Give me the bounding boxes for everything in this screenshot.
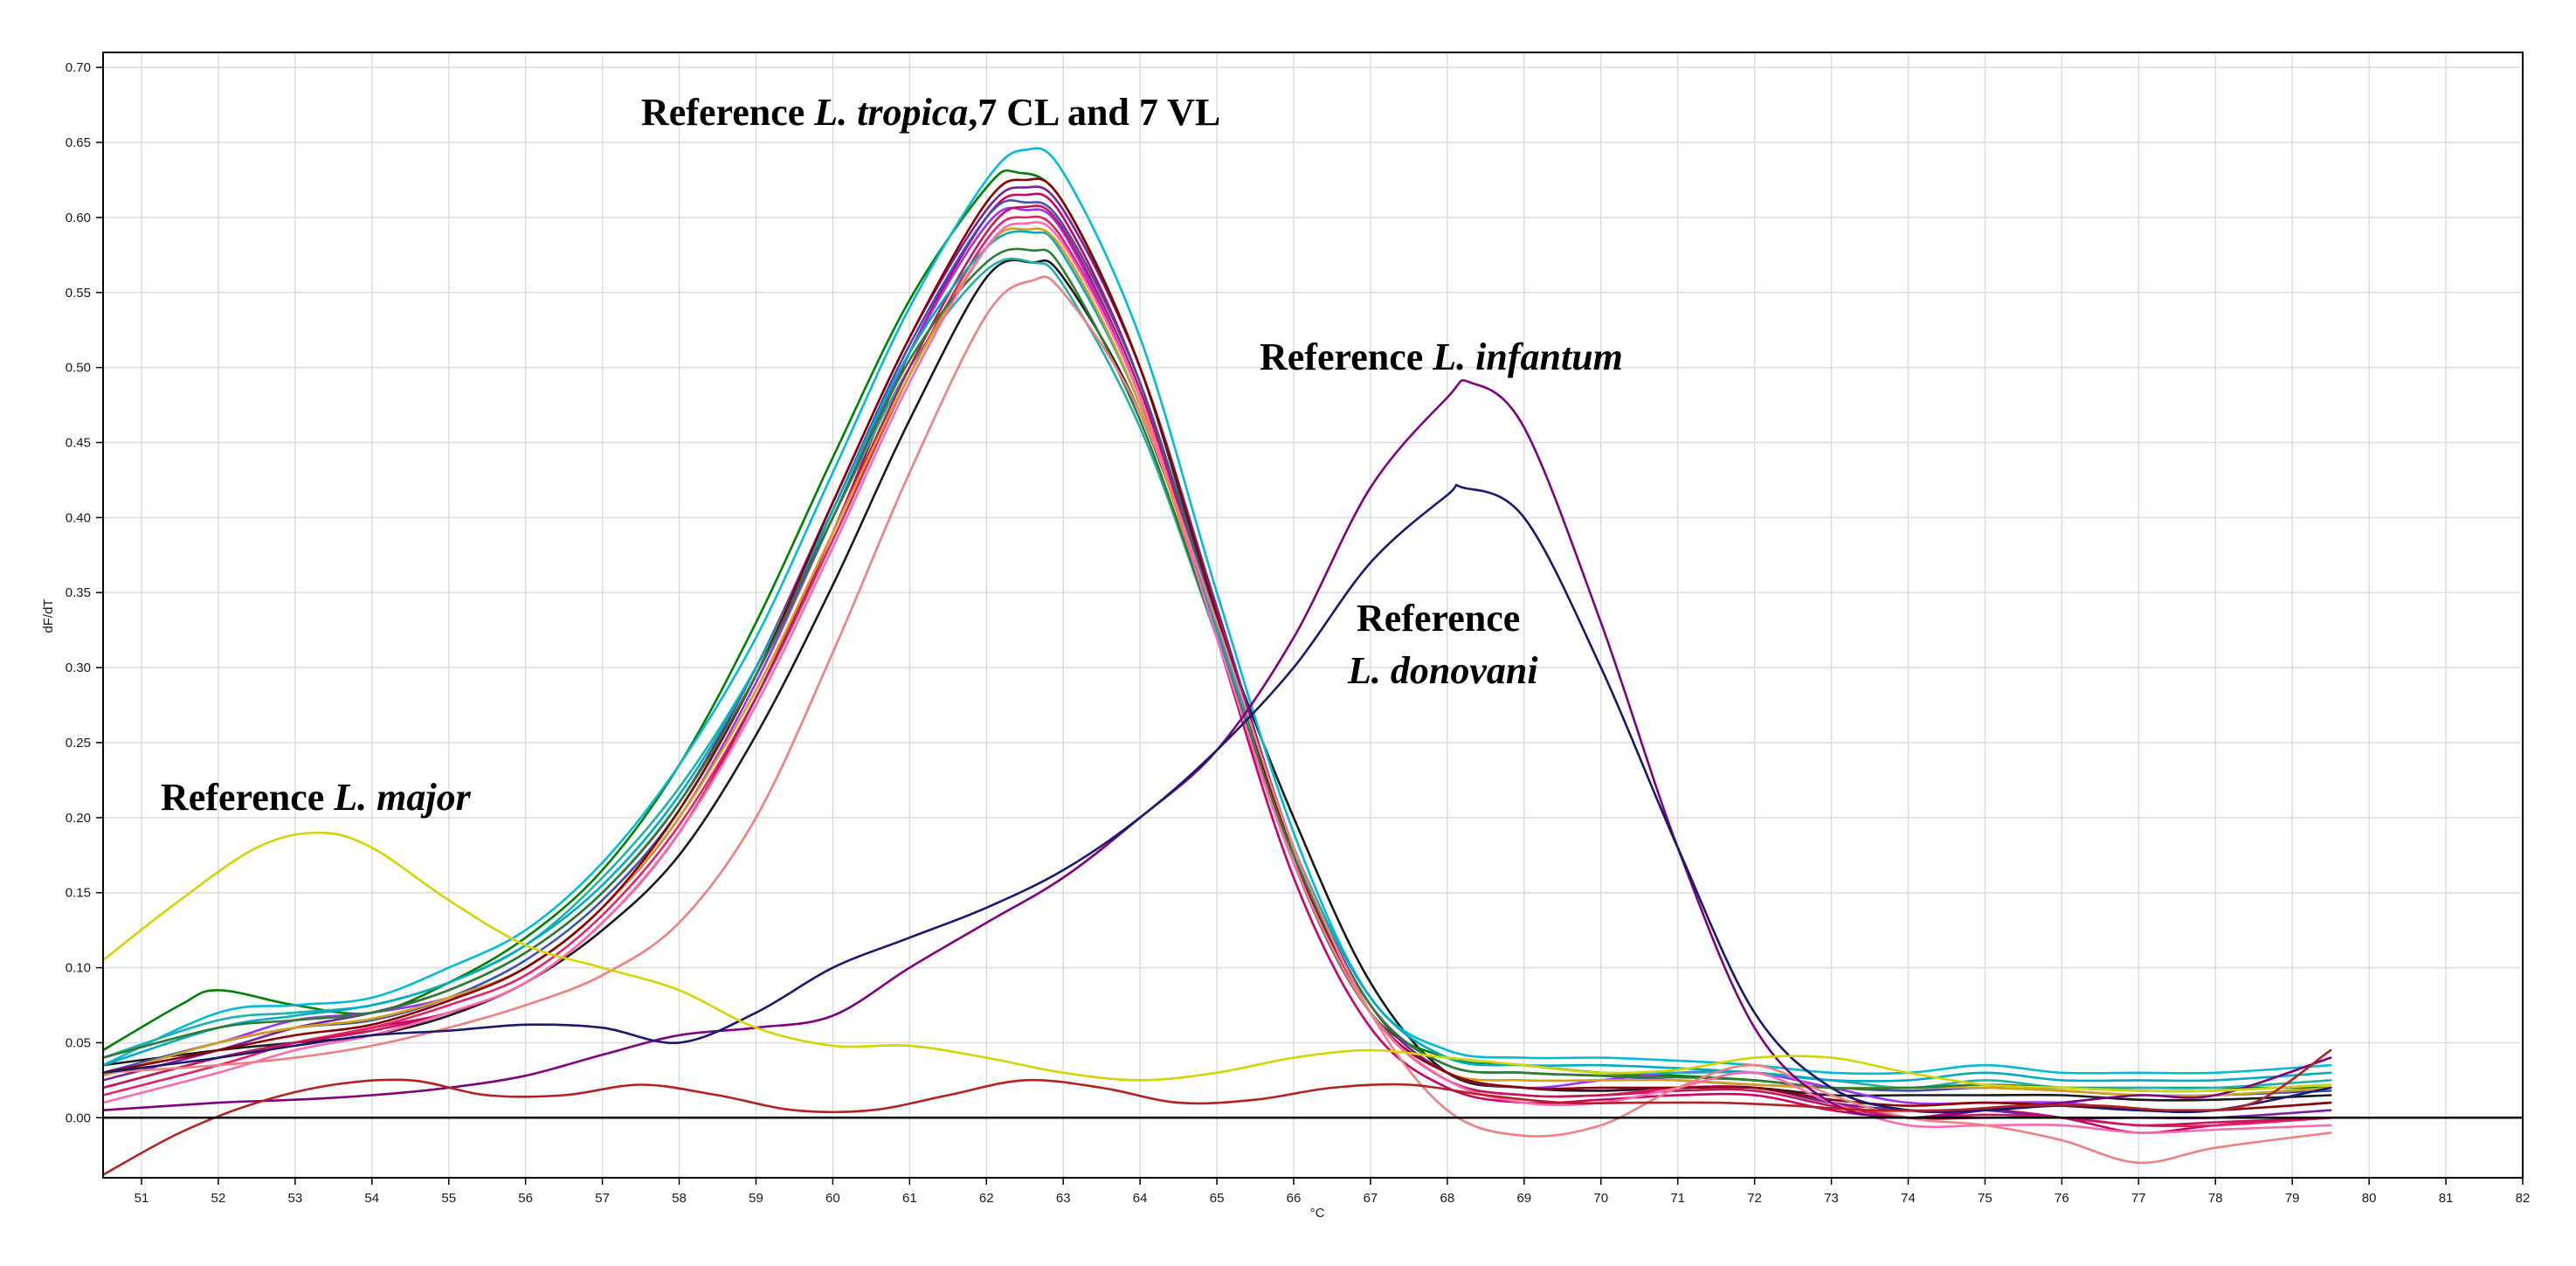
x-tick-label: 67 — [1364, 1191, 1378, 1206]
y-tick-label: 0.70 — [66, 60, 91, 75]
x-tick-label: 77 — [2131, 1191, 2146, 1206]
y-tick-label: 0.35 — [66, 585, 91, 600]
y-tick-label: 0.00 — [66, 1110, 91, 1125]
x-tick-label: 53 — [287, 1191, 302, 1206]
x-tick-label: 52 — [211, 1191, 226, 1206]
y-tick-label: 0.15 — [66, 886, 91, 901]
annotation-donovani-line1: Reference — [1357, 597, 1520, 640]
y-tick-label: 0.30 — [66, 661, 91, 675]
x-tick-label: 82 — [2516, 1191, 2531, 1206]
x-tick-label: 56 — [518, 1191, 533, 1206]
y-tick-label: 0.05 — [66, 1035, 91, 1050]
series-line-negative-control — [101, 1048, 2332, 1176]
x-tick-label: 78 — [2208, 1191, 2223, 1206]
series-line-vl-sample-5 — [101, 177, 2332, 1112]
series-line-reference-l-major — [101, 831, 2332, 1093]
x-tick-label: 76 — [2055, 1191, 2069, 1206]
annotation-infantum: Reference L. infantum — [1260, 336, 1623, 378]
plot-frame — [102, 52, 2524, 1179]
y-axis-label: dF/dT — [41, 598, 56, 633]
annotation-tropica: Reference L. tropica,7 CL and 7 VL — [641, 91, 1220, 134]
x-tick-label: 59 — [749, 1191, 763, 1206]
y-tick-label: 0.10 — [66, 961, 91, 976]
x-tick-label: 66 — [1287, 1191, 1302, 1206]
y-tick-label: 0.45 — [66, 436, 91, 451]
series-line-cl-sample-7 — [101, 199, 2332, 1097]
annotation-donovani-species: L. donovani — [1347, 649, 1538, 692]
series-line-vl-sample-6 — [101, 247, 2332, 1093]
x-tick-label: 64 — [1133, 1191, 1148, 1206]
series-line-salmon-sample — [101, 275, 2332, 1165]
x-tick-label: 58 — [672, 1191, 687, 1206]
x-tick-label: 75 — [1978, 1191, 1992, 1206]
y-tick-label: 0.25 — [66, 736, 91, 751]
x-axis-label: °C — [1310, 1206, 1325, 1221]
x-tick-label: 73 — [1824, 1191, 1839, 1206]
series-line-cl-sample-2 — [101, 147, 2332, 1076]
y-tick-label: 0.60 — [66, 211, 91, 225]
x-tick-label: 71 — [1670, 1191, 1685, 1206]
x-tick-label: 54 — [364, 1191, 379, 1206]
series-lines — [101, 147, 2332, 1176]
series-line-pink-sample — [101, 221, 2332, 1134]
x-tick-label: 69 — [1516, 1191, 1531, 1206]
annotation-major: Reference L. major — [161, 776, 472, 819]
x-tick-label: 80 — [2362, 1191, 2377, 1206]
x-tick-label: 79 — [2285, 1191, 2300, 1206]
x-tick-label: 61 — [902, 1191, 917, 1206]
x-tick-label: 65 — [1210, 1191, 1225, 1206]
x-tick-label: 74 — [1901, 1191, 1916, 1206]
y-tick-label: 0.55 — [66, 286, 91, 301]
x-tick-label: 60 — [825, 1191, 840, 1206]
x-axis-ticks: 51 52 53 54 55 56 57 58 59 60 61 62 63 64 65 66 67 68 69 70… — [135, 1178, 2531, 1206]
y-tick-label: 0.40 — [66, 510, 91, 525]
x-tick-label: 72 — [1747, 1191, 1762, 1206]
x-tick-label: 63 — [1056, 1191, 1071, 1206]
x-tick-label: 62 — [979, 1191, 994, 1206]
x-tick-label: 55 — [441, 1191, 456, 1206]
x-tick-label: 70 — [1593, 1191, 1608, 1206]
x-tick-label: 51 — [135, 1191, 149, 1206]
x-tick-label: 68 — [1440, 1191, 1455, 1206]
x-tick-label: 81 — [2439, 1191, 2454, 1206]
y-tick-label: 0.50 — [66, 361, 91, 376]
x-tick-label: 57 — [595, 1191, 610, 1206]
y-tick-label: 0.20 — [66, 811, 91, 826]
y-tick-label: 0.65 — [66, 135, 91, 150]
y-axis-ticks: 0.00 0.05 0.10 0.15 0.20 0.25 0.30 0.35 0.40 0.45… — [66, 60, 103, 1125]
